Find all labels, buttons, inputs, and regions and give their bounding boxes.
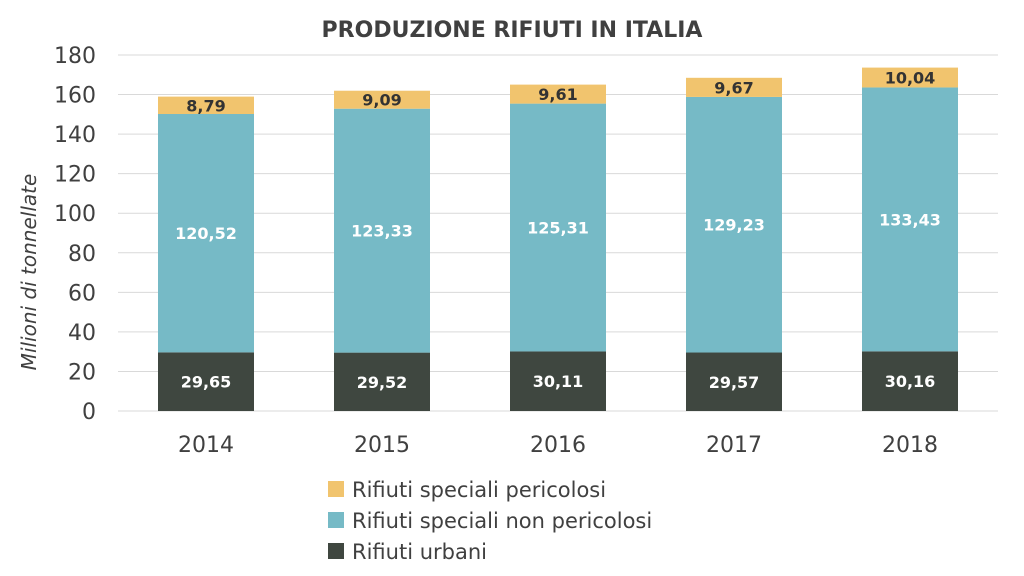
y-tick-label: 20 [68, 360, 96, 385]
bar-segment [158, 352, 254, 411]
data-label: 120,52 [175, 224, 237, 243]
bar-segment [510, 103, 606, 352]
legend-label: Rifiuti speciali non pericolosi [352, 509, 652, 533]
x-tick-label: 2014 [178, 433, 234, 458]
legend-label: Rifiuti speciali pericolosi [352, 478, 606, 502]
x-tick-labels: 2014 2015 2016 2017 2018 [178, 433, 938, 458]
data-label: 30,11 [533, 372, 584, 391]
legend-swatch [328, 481, 344, 497]
bar-segment [510, 84, 606, 104]
bar-segment [334, 108, 430, 353]
y-tick-label: 40 [68, 321, 96, 346]
data-label: 9,67 [714, 78, 753, 97]
data-label: 29,65 [181, 373, 232, 392]
bar-segment [686, 352, 782, 411]
x-tick-label: 2016 [530, 433, 586, 458]
bar-segment [862, 351, 958, 411]
legend-swatch [328, 512, 344, 528]
bar-segment [686, 96, 782, 353]
y-tick-label: 180 [54, 44, 96, 69]
y-tick-label: 80 [68, 242, 96, 267]
data-label: 129,23 [703, 216, 765, 235]
data-label: 10,04 [885, 69, 936, 88]
y-axis-label: Milioni di tonnellate [17, 174, 41, 371]
legend: Rifiuti speciali pericolosi Rifiuti speci… [328, 478, 652, 564]
data-label: 123,33 [351, 222, 413, 241]
data-label: 133,43 [879, 210, 941, 229]
data-label: 30,16 [885, 372, 936, 391]
x-tick-label: 2018 [882, 433, 938, 458]
bar-segment [158, 96, 254, 114]
y-tick-label: 60 [68, 281, 96, 306]
bar-segment [510, 351, 606, 411]
legend-label: Rifiuti urbani [352, 540, 487, 564]
data-label: 29,57 [709, 373, 760, 392]
bar-segment [158, 113, 254, 353]
bar-segment [862, 67, 958, 88]
data-label: 9,09 [362, 91, 401, 110]
y-tick-label: 140 [54, 123, 96, 148]
chart-title: PRODUZIONE RIFIUTI IN ITALIA [322, 18, 703, 43]
bar-segment [334, 90, 430, 109]
legend-swatch [328, 543, 344, 559]
data-label: 29,52 [357, 373, 408, 392]
y-tick-label: 100 [54, 202, 96, 227]
x-tick-label: 2015 [354, 433, 410, 458]
data-label: 125,31 [527, 219, 589, 238]
data-label: 9,61 [538, 85, 577, 104]
bar-segment [686, 77, 782, 97]
x-tick-label: 2017 [706, 433, 762, 458]
bars-layer [158, 67, 958, 411]
bar-segment [862, 87, 958, 352]
y-tick-label: 160 [54, 84, 96, 109]
bar-segment [334, 352, 430, 411]
y-tick-label: 120 [54, 163, 96, 188]
data-labels-layer: 29,65 120,52 8,79 29,52 123,33 9,09 30,11 125,3… [175, 69, 941, 392]
y-tick-label: 0 [82, 400, 96, 425]
data-label: 8,79 [186, 96, 225, 115]
